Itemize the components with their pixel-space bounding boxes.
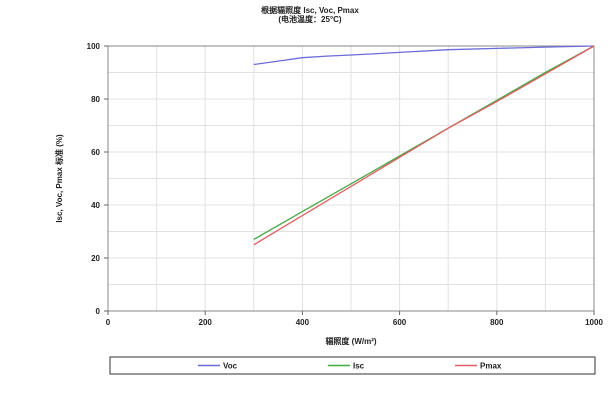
y-axis-title: Isc, Voc, Pmax 标准 (%) xyxy=(54,134,64,223)
y-axis-ticks: 0 20 40 60 80 100 xyxy=(87,42,108,316)
x-axis-ticks: 0 200 400 600 800 1000 xyxy=(106,311,603,327)
plot-area-frame xyxy=(107,45,595,312)
y-tick-label: 80 xyxy=(91,95,100,104)
x-tick-label: 1000 xyxy=(585,318,603,327)
x-tick-label: 200 xyxy=(199,318,213,327)
x-tick-label: 800 xyxy=(490,318,504,327)
y-tick-label: 100 xyxy=(87,42,101,51)
x-tick-label: 0 xyxy=(106,318,111,327)
legend-label-isc: Isc xyxy=(353,362,365,371)
legend-box xyxy=(109,356,596,375)
x-tick-label: 400 xyxy=(296,318,310,327)
y-tick-label: 40 xyxy=(91,201,100,210)
x-tick-label: 600 xyxy=(393,318,407,327)
chart-title: 根据辐照度 Isc, Voc, Pmax xyxy=(261,6,359,15)
y-tick-label: 60 xyxy=(91,148,100,157)
legend-label-voc: Voc xyxy=(223,362,238,371)
grid-lines xyxy=(108,46,594,311)
y-tick-label: 0 xyxy=(96,307,101,316)
series-line-pmax xyxy=(253,45,595,246)
chart-subtitle: (电池温度：25°C) xyxy=(278,15,342,24)
x-axis-title: 辐照度 (W/m²) xyxy=(325,336,376,346)
series-line-voc xyxy=(253,45,595,66)
y-tick-label: 20 xyxy=(91,254,100,263)
series-lines xyxy=(253,45,595,246)
legend-label-pmax: Pmax xyxy=(480,362,502,371)
legend: Voc Isc Pmax xyxy=(109,356,596,375)
